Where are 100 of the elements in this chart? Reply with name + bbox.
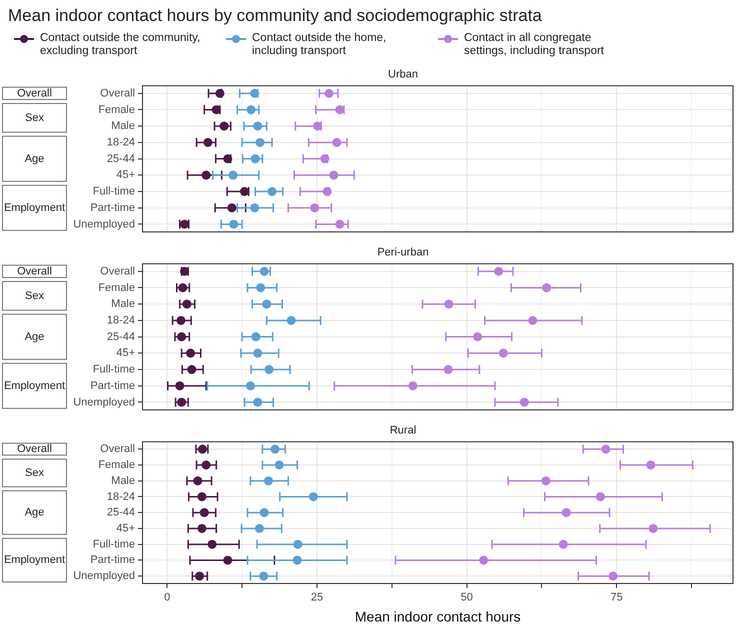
y-tick-label: 18-24 [106, 490, 135, 503]
text: Employment [4, 202, 66, 214]
y-tick-label: Female [98, 282, 135, 294]
y-tick-label: Full-time [92, 186, 135, 198]
point [264, 476, 273, 486]
y-tick-label: 18-24 [106, 136, 135, 148]
text: Age [24, 506, 44, 519]
y-tick-label: 25-44 [106, 330, 135, 343]
chart-subtitle: Rural [390, 424, 416, 437]
chart-title: Mean indoor contact hours by community and sociodemographic strata [7, 5, 543, 27]
point [335, 220, 344, 229]
y-tick-label: Part-time [90, 380, 135, 392]
text: Employment [4, 380, 66, 392]
text: Sex [25, 290, 44, 302]
y-tick-label: 25-44 [106, 506, 135, 519]
point [310, 203, 320, 212]
point [250, 203, 260, 212]
text: Sex [25, 112, 44, 124]
point [542, 283, 552, 292]
point [198, 444, 208, 454]
legend-label: Contact outside the community, excluding transport [40, 32, 202, 58]
point [596, 492, 605, 502]
point [335, 105, 344, 114]
point [562, 508, 571, 518]
point [444, 365, 453, 374]
x-tick-label: 25 [310, 592, 324, 604]
point [253, 122, 262, 131]
legend-label: Contact in all congregate settings, including transport [464, 32, 605, 58]
point [313, 122, 322, 131]
y-tick-label: Unemployed [73, 396, 135, 408]
text: Employment [4, 554, 66, 566]
chart-subtitle: Urban [388, 68, 418, 81]
y-tick-label: 18-24 [106, 314, 135, 326]
point [202, 170, 211, 180]
point [223, 154, 232, 164]
point [444, 300, 454, 309]
point [320, 154, 330, 164]
point [253, 398, 262, 407]
point [324, 88, 334, 98]
point [601, 444, 610, 454]
point [227, 203, 236, 212]
y-tick-label: Female [98, 104, 135, 116]
point [229, 220, 238, 229]
point [256, 138, 265, 147]
point [220, 122, 229, 131]
point [197, 492, 206, 502]
text: Age [24, 330, 44, 343]
point [215, 88, 224, 98]
point [479, 556, 488, 565]
point [260, 508, 269, 518]
y-tick-label: 45+ [116, 169, 135, 182]
point [251, 332, 260, 342]
point [250, 154, 260, 164]
x-tick-label: 0 [164, 592, 170, 604]
point [176, 316, 186, 325]
point [202, 460, 211, 470]
y-tick-label: Full-time [92, 364, 135, 376]
y-tick-label: Part-time [90, 202, 135, 214]
point [528, 316, 538, 325]
point [187, 365, 196, 374]
point [260, 266, 269, 276]
point [175, 381, 184, 390]
point [200, 508, 209, 518]
point [646, 460, 656, 470]
y-tick-label: Part-time [90, 554, 135, 566]
point [274, 460, 284, 470]
y-tick-label: Male [111, 298, 135, 310]
point [264, 365, 274, 374]
text: Age [24, 152, 44, 165]
x-tick-label: 50 [460, 592, 473, 604]
y-tick-label: Overall [100, 87, 135, 100]
y-tick-label: Unemployed [73, 570, 135, 582]
x-tick-label: 75 [610, 592, 623, 604]
text: Overall [17, 265, 52, 278]
text: Overall [17, 87, 52, 100]
point [197, 524, 206, 533]
point [268, 187, 277, 196]
point [212, 105, 221, 114]
point [608, 572, 618, 581]
legend-label: Contact outside the home, including transport [252, 32, 388, 58]
point [259, 572, 268, 581]
point [253, 348, 262, 358]
point [203, 138, 212, 147]
point [246, 381, 255, 390]
y-tick-label: 45+ [116, 347, 135, 360]
point [558, 540, 568, 549]
point [193, 476, 202, 486]
point [246, 105, 256, 114]
point [498, 348, 508, 358]
point [473, 332, 482, 342]
point [648, 524, 658, 533]
point [240, 187, 249, 196]
point [541, 476, 550, 486]
point [186, 348, 196, 358]
y-tick-label: Male [111, 120, 135, 132]
point [250, 88, 260, 98]
y-tick-label: Female [98, 459, 135, 472]
point [223, 556, 232, 565]
point [254, 524, 264, 533]
point [494, 266, 504, 276]
